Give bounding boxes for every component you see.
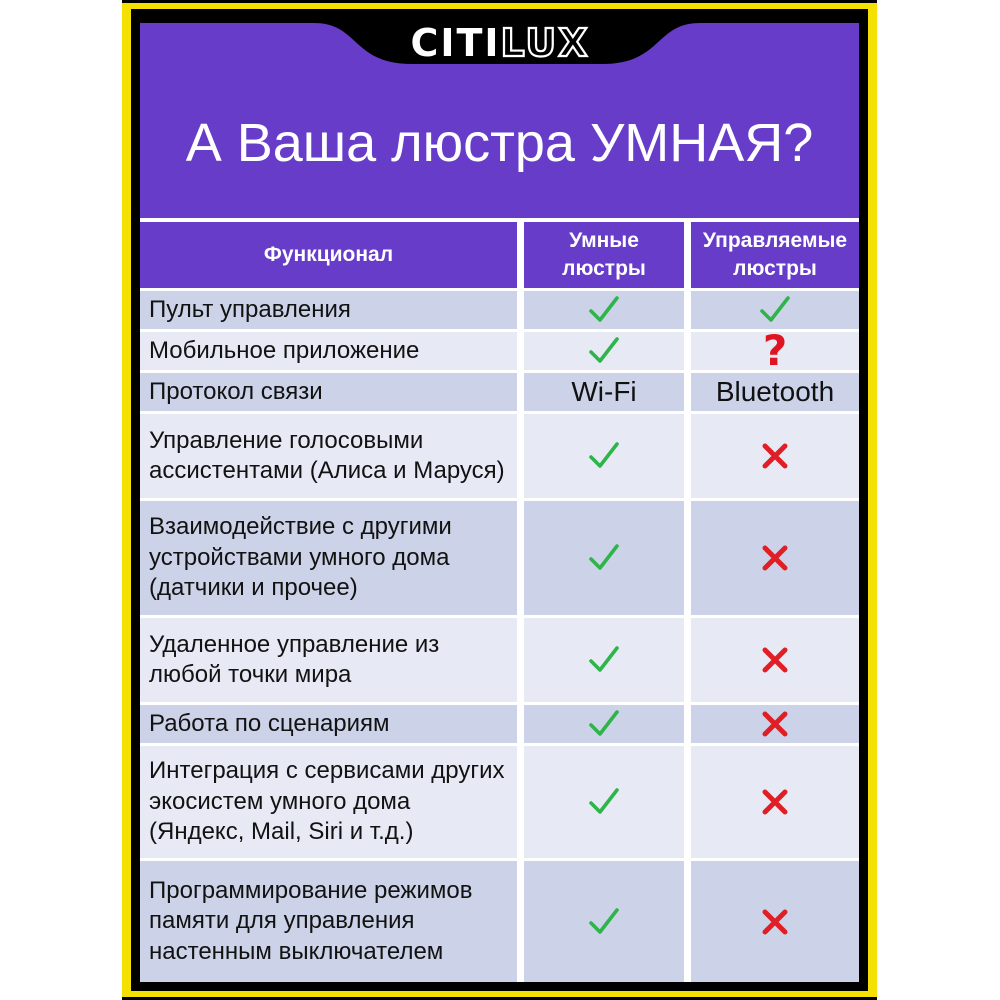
th-smart: Умные люстры	[524, 222, 684, 288]
smart-value	[524, 291, 684, 329]
controlled-value	[691, 618, 859, 702]
smart-value	[524, 618, 684, 702]
logo-text-outline: LUX	[501, 21, 590, 65]
smart-value: Wi-Fi	[524, 373, 684, 411]
controlled-value	[691, 414, 859, 498]
comparison-table: Функционал Умные люстры Управляемые люст…	[140, 218, 859, 982]
cross-icon	[762, 789, 788, 815]
controlled-value	[691, 746, 859, 858]
check-icon	[589, 788, 619, 814]
logo-ribbon-shape	[140, 18, 859, 64]
check-icon	[760, 296, 790, 322]
feature-label: Пульт управления	[140, 291, 517, 329]
th-controlled: Управляемые люстры	[691, 222, 859, 288]
feature-label: Мобильное приложение	[140, 332, 517, 370]
question-mark-icon: ?	[762, 326, 788, 375]
feature-label: Взаимодействие с другими устройствами ум…	[140, 501, 517, 615]
check-icon	[589, 646, 619, 672]
cross-icon	[762, 711, 788, 737]
check-icon	[589, 710, 619, 736]
black-frame: CITILUX А Ваша люстра УМНАЯ? Функционал …	[131, 9, 868, 991]
cross-icon	[762, 545, 788, 571]
smart-value	[524, 746, 684, 858]
smart-value	[524, 501, 684, 615]
poster-content: CITILUX А Ваша люстра УМНАЯ? Функционал …	[140, 18, 859, 982]
check-icon	[589, 296, 619, 322]
controlled-value	[691, 705, 859, 743]
controlled-value: Bluetooth	[691, 373, 859, 411]
check-icon	[589, 907, 619, 934]
feature-label: Протокол связи	[140, 373, 517, 411]
feature-label: Интеграция с сервисами других экосистем …	[140, 746, 517, 858]
feature-label: Работа по сценариям	[140, 705, 517, 743]
citilux-logo: CITILUX	[140, 18, 859, 66]
cross-icon	[762, 443, 788, 469]
controlled-value	[691, 291, 859, 329]
logo-text-solid: CITI	[410, 21, 500, 65]
smart-value	[524, 861, 684, 982]
smart-value	[524, 414, 684, 498]
check-icon	[589, 337, 619, 363]
th-feature: Функционал	[140, 222, 517, 288]
feature-label: Удаленное управление из любой точки мира	[140, 618, 517, 702]
cross-icon	[762, 909, 788, 934]
controlled-value: ?	[691, 326, 859, 375]
smart-value	[524, 705, 684, 743]
page-title: А Ваша люстра УМНАЯ?	[185, 113, 814, 173]
smart-value	[524, 332, 684, 370]
feature-label: Программирование режимов памяти для упра…	[140, 861, 517, 982]
poster-card: CITILUX А Ваша люстра УМНАЯ? Функционал …	[122, 0, 877, 1000]
controlled-value	[691, 501, 859, 615]
feature-label: Управление голосовыми ассистентами (Алис…	[140, 414, 517, 498]
cross-icon	[762, 647, 788, 673]
svg-text:CITILUX: CITILUX	[410, 21, 589, 65]
controlled-value	[691, 861, 859, 982]
check-icon	[589, 442, 619, 468]
brand-banner: CITILUX А Ваша люстра УМНАЯ?	[140, 18, 859, 218]
check-icon	[589, 544, 619, 570]
